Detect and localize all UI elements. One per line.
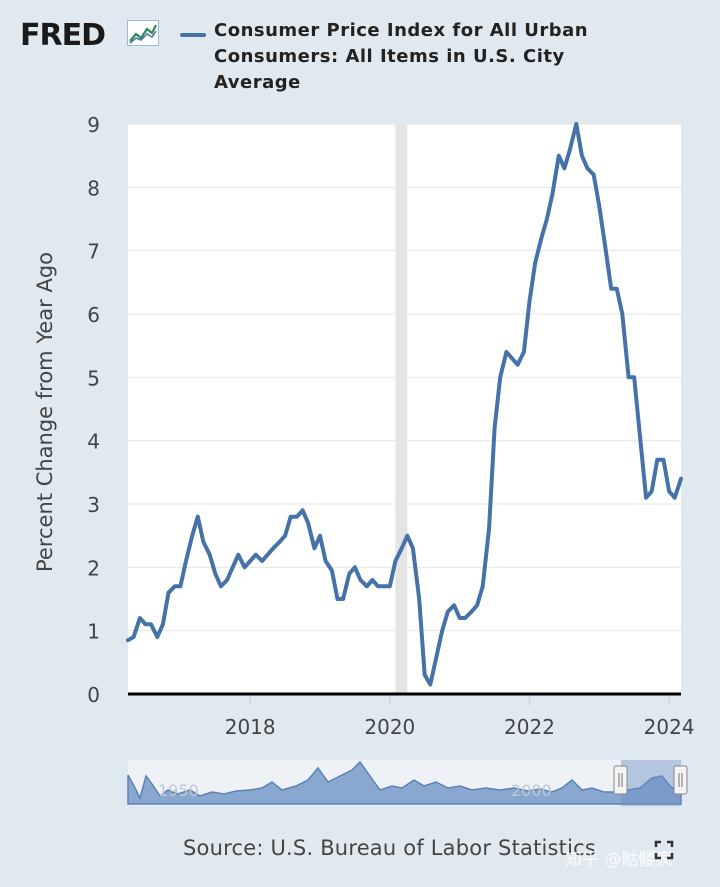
y-tick-label: 9 [87, 113, 100, 137]
y-axis-label: Percent Change from Year Ago [33, 252, 57, 572]
navigator-selected-range[interactable] [621, 760, 681, 806]
x-axis-ticks: 2018 2020 2022 2024 [225, 694, 695, 739]
y-tick-label: 7 [87, 240, 100, 264]
source-credit: Source: U.S. Bureau of Labor Statistics [183, 836, 597, 860]
y-tick-label: 2 [87, 556, 100, 580]
y-tick-label: 4 [87, 430, 100, 454]
recession-shading [395, 124, 408, 694]
navigator-label-1950: 1950 [158, 781, 199, 800]
legend-series-label[interactable]: Consumer Price Index for All Urban Consu… [214, 20, 589, 93]
navigator-series-area [127, 760, 682, 805]
gridlines [128, 123, 681, 632]
watermark-text: 知乎 @骷髅疯 [565, 850, 673, 870]
x-tick-label: 2020 [364, 715, 415, 739]
cpi-series-line [126, 122, 683, 687]
y-tick-label: 5 [87, 366, 100, 390]
navigator-right-handle[interactable] [673, 765, 688, 795]
fred-logo[interactable]: FRED [20, 18, 106, 53]
range-navigator[interactable]: 1950 2000 [127, 760, 688, 806]
x-tick-label: 2022 [504, 715, 555, 739]
y-tick-label: 1 [87, 620, 100, 644]
recession-band [395, 124, 408, 694]
y-tick-label: 0 [87, 683, 100, 707]
y-tick-label: 3 [87, 493, 100, 517]
legend-series-swatch [180, 33, 206, 37]
fred-logo-graph-icon [127, 20, 159, 46]
y-tick-label: 6 [87, 303, 100, 327]
x-tick-label: 2018 [225, 715, 276, 739]
navigator-left-handle[interactable] [613, 765, 628, 795]
y-tick-label: 8 [87, 176, 100, 200]
fullscreen-icon[interactable] [654, 840, 674, 860]
x-tick-label: 2024 [644, 715, 695, 739]
y-axis-ticks: 0 1 2 3 4 5 6 7 8 9 [87, 113, 100, 707]
navigator-label-2000: 2000 [511, 781, 552, 800]
